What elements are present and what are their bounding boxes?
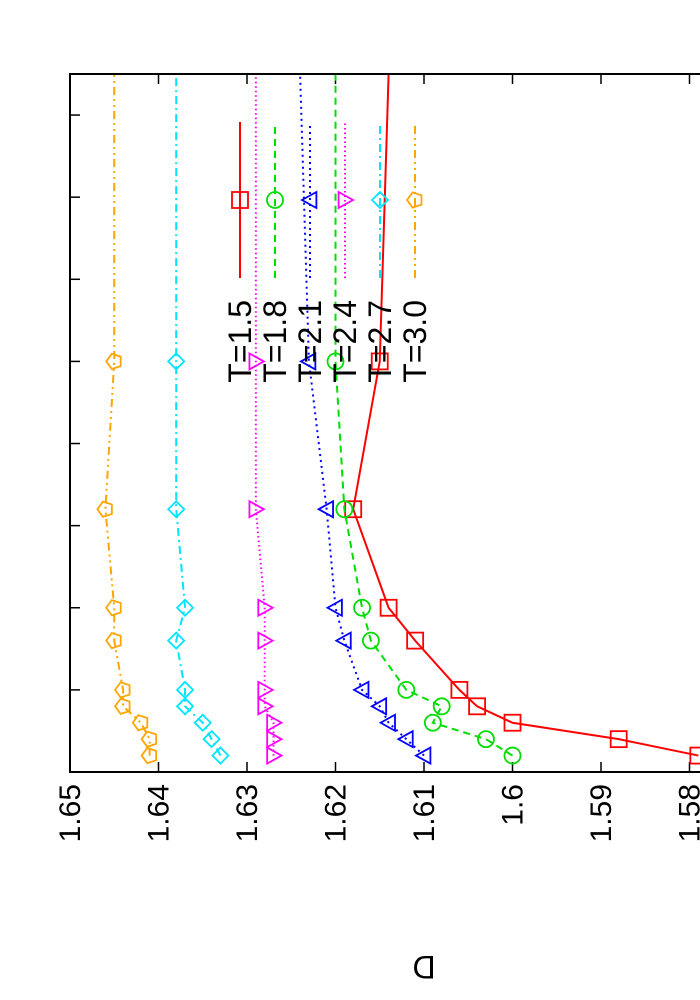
data-point (414, 746, 432, 766)
data-point (423, 713, 442, 732)
data-point (450, 680, 469, 699)
data-point (352, 680, 370, 700)
legend-marker (300, 190, 318, 210)
y-tick-label: 1.6 (497, 784, 530, 826)
legend-label: T=1.5 (222, 300, 258, 383)
series-line (254, 74, 275, 756)
data-point (257, 598, 275, 618)
data-point (105, 599, 122, 617)
data-point (113, 697, 131, 715)
data-point (248, 351, 266, 371)
data-point (257, 680, 275, 700)
data-point (140, 730, 158, 748)
data-point (477, 730, 495, 749)
data-point (175, 598, 195, 618)
data-point (353, 598, 371, 617)
data-point (266, 713, 284, 733)
legend-label: T=1.8 (257, 300, 293, 383)
data-point (379, 598, 398, 617)
data-point (334, 631, 352, 651)
y-tick-label: 1.59 (585, 784, 618, 842)
data-point (689, 746, 700, 765)
data-point (369, 696, 388, 716)
data-point (175, 680, 195, 700)
series-line (104, 74, 151, 756)
legend-marker (405, 191, 423, 209)
data-point (378, 713, 396, 733)
series-T=1.8 (326, 74, 522, 765)
series-line (352, 73, 699, 757)
series-layer (96, 73, 700, 766)
data-point (166, 631, 186, 650)
y-axis-title: D (412, 949, 435, 985)
data-point (105, 631, 122, 650)
y-tick-label: 1.58 (674, 784, 700, 842)
data-point (406, 631, 425, 650)
series-line (175, 74, 222, 757)
series-line (299, 73, 425, 757)
data-point (325, 598, 343, 618)
legend-marker (337, 190, 355, 210)
data-point (396, 729, 414, 749)
data-point (503, 713, 522, 732)
data-point (432, 697, 451, 716)
y-tick-label: 1.62 (320, 784, 353, 842)
series-T=1.5 (344, 73, 700, 765)
data-point (361, 631, 380, 650)
legend-marker (370, 190, 390, 210)
y-tick-label: 1.65 (54, 784, 87, 842)
data-point (166, 499, 186, 519)
series-line (334, 74, 514, 757)
data-point (299, 351, 317, 371)
data-point (468, 697, 487, 716)
y-tick-label: 1.63 (231, 784, 264, 842)
data-point (257, 696, 275, 716)
legend-marker (231, 191, 249, 209)
plot-frame (69, 73, 700, 773)
data-point (335, 500, 354, 519)
y-tick-label: 1.61 (408, 784, 441, 842)
series-T=3.0 (96, 74, 158, 765)
data-point (316, 499, 334, 519)
data-point (397, 680, 416, 699)
data-point (248, 499, 266, 519)
y-tick-label: 1.64 (143, 784, 176, 842)
series-T=2.4 (248, 74, 284, 766)
legend-label: T=2.7 (362, 300, 398, 383)
legend-label: T=2.1 (292, 300, 328, 383)
data-point (140, 746, 158, 765)
data-point (202, 729, 221, 749)
data-point (96, 500, 113, 518)
legend-marker (266, 191, 284, 209)
data-point (266, 729, 284, 749)
legend-label: T=3.0 (397, 300, 433, 383)
series-T=2.7 (166, 74, 230, 765)
data-point (193, 713, 213, 733)
data-point (105, 352, 122, 371)
data-point (211, 746, 230, 765)
tick-layer: 010203040506070801.571.581.591.61.611.62… (54, 74, 700, 842)
data-point (166, 352, 186, 371)
data-point (609, 730, 628, 749)
data-point (131, 714, 149, 732)
data-point (370, 352, 389, 371)
legend: T=1.5 T=1.8 T=2.1 T=2.4 T=2.7 T=3.0 (222, 122, 433, 383)
data-point (113, 681, 131, 699)
data-point (266, 746, 284, 766)
data-point (257, 631, 275, 651)
series-T=2.1 (299, 73, 432, 766)
data-point (175, 697, 195, 716)
legend-label: T=2.4 (327, 300, 363, 383)
data-point (503, 746, 522, 765)
data-point (326, 352, 345, 371)
